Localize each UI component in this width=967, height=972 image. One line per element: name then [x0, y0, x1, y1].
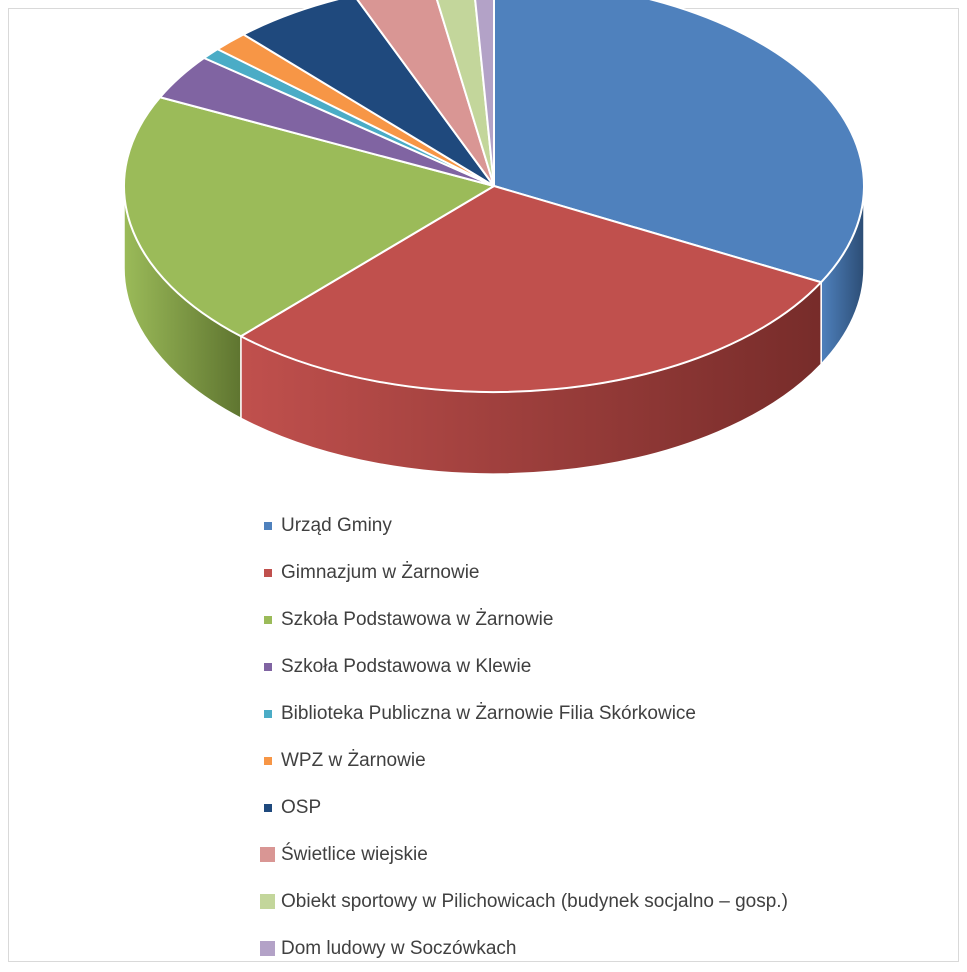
- legend-item: Szkoła Podstawowa w Żarnowie: [260, 596, 788, 643]
- legend-swatch: [260, 894, 275, 909]
- legend-item: Gimnazjum w Żarnowie: [260, 549, 788, 596]
- pie-slice-6: OSP: [242, 0, 495, 187]
- legend-label: Świetlice wiejskie: [281, 843, 428, 865]
- chart-legend: Urząd Gminy Gimnazjum w Żarnowie Szkoła …: [260, 502, 788, 972]
- legend-label: Biblioteka Publiczna w Żarnowie Filia Sk…: [281, 702, 697, 724]
- pie-slice-9: Dom ludowy w Soczówkach: [474, 0, 495, 187]
- pie-slice-0: Urząd Gminy: [493, 0, 865, 284]
- pie-slice-7: Świetlice wiejskie: [356, 0, 495, 187]
- legend-item: Obiekt sportowy w Pilichowicach (budynek…: [260, 878, 788, 925]
- legend-swatch: [264, 521, 272, 530]
- legend-swatch: [264, 568, 272, 577]
- pie-slice-1: Gimnazjum w Żarnowie: [239, 185, 823, 393]
- legend-item: Szkoła Podstawowa w Klewie: [260, 643, 788, 690]
- legend-label: WPZ w Żarnowie: [281, 749, 426, 771]
- legend-label: Szkoła Podstawowa w Klewie: [281, 655, 532, 677]
- legend-swatch: [264, 662, 272, 671]
- legend-swatch: [264, 803, 272, 812]
- legend-swatch: [264, 615, 272, 624]
- legend-item: Dom ludowy w Soczówkach: [260, 925, 788, 972]
- legend-label: Gimnazjum w Żarnowie: [281, 561, 480, 583]
- legend-swatch: [260, 847, 275, 862]
- legend-item: Urząd Gminy: [260, 502, 788, 549]
- legend-label: Urząd Gminy: [281, 514, 392, 536]
- legend-swatch: [260, 941, 275, 956]
- legend-label: OSP: [281, 796, 322, 818]
- legend-swatch: [264, 709, 272, 718]
- legend-swatch: [264, 756, 272, 765]
- legend-label: Dom ludowy w Soczówkach: [281, 937, 517, 959]
- legend-item: Biblioteka Publiczna w Żarnowie Filia Sk…: [260, 690, 788, 737]
- pie-slice-2: Szkoła Podstawowa w Żarnowie: [123, 96, 495, 338]
- legend-item: WPZ w Żarnowie: [260, 737, 788, 784]
- legend-label: Szkoła Podstawowa w Żarnowie: [281, 608, 554, 630]
- legend-item: Świetlice wiejskie: [260, 831, 788, 878]
- legend-label: Obiekt sportowy w Pilichowicach (budynek…: [281, 890, 788, 912]
- legend-item: OSP: [260, 784, 788, 831]
